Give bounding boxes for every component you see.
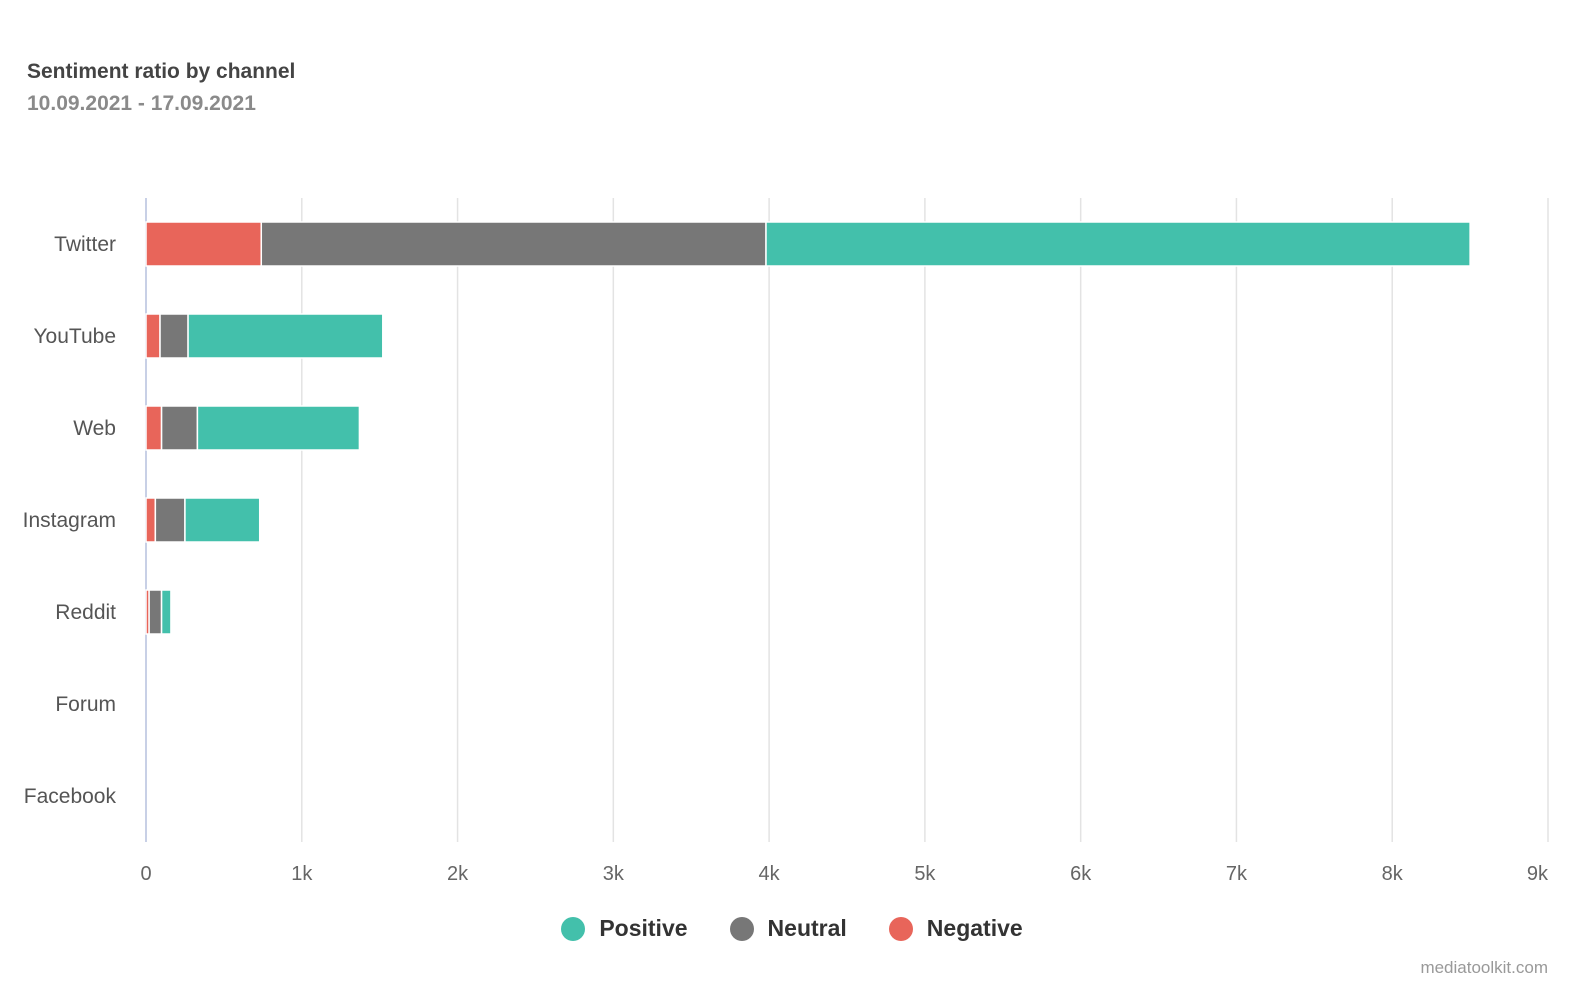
bar-web-positive [196, 405, 361, 451]
bar-reddit-positive [160, 589, 172, 635]
bar-instagram-positive [184, 497, 261, 543]
x-tick-label-4k: 4k [759, 863, 781, 885]
chart-subtitle: 10.09.2021 - 17.09.2021 [27, 92, 256, 115]
legend-item-positive[interactable]: Positive [561, 915, 688, 942]
bar-youtube-neutral [159, 313, 189, 359]
bar-web-negative [145, 405, 163, 451]
legend-item-neutral[interactable]: Neutral [729, 915, 847, 942]
x-tick-label-8k: 8k [1382, 863, 1404, 885]
x-tick-label-0: 0 [140, 863, 151, 885]
chart-title: Sentiment ratio by channel [27, 60, 296, 83]
bar-twitter-negative [145, 221, 263, 267]
legend-label-positive: Positive [599, 915, 688, 941]
legend-label-neutral: Neutral [767, 915, 847, 941]
legend: Positive Neutral Negative [0, 915, 1584, 942]
category-label-facebook: Facebook [24, 785, 117, 808]
legend-dot-neutral [729, 916, 754, 941]
bar-web-neutral [160, 405, 199, 451]
category-label-instagram: Instagram [23, 509, 116, 532]
category-label-twitter: Twitter [54, 233, 116, 256]
category-label-forum: Forum [55, 693, 116, 716]
bar-instagram-neutral [154, 497, 186, 543]
x-tick-label-9k: 9k [1527, 863, 1549, 885]
x-tick-label-3k: 3k [603, 863, 625, 885]
bar-twitter-positive [765, 221, 1471, 267]
chart-plot: 0 1k 2k 3k 4k 5k 6k 7k 8k 9k Twitter YouTube Web Inst… [23, 198, 1549, 885]
bar-instagram-negative [145, 497, 157, 543]
category-label-web: Web [73, 417, 116, 440]
credit-text: mediatoolkit.com [1420, 958, 1548, 977]
category-label-reddit: Reddit [55, 601, 116, 624]
category-label-youtube: YouTube [33, 325, 116, 348]
x-tick-label-6k: 6k [1070, 863, 1092, 885]
legend-dot-negative [888, 916, 913, 941]
legend-item-negative[interactable]: Negative [888, 915, 1023, 942]
bar-reddit-neutral [148, 589, 163, 635]
bar-youtube-negative [145, 313, 161, 359]
x-tick-label-7k: 7k [1226, 863, 1248, 885]
legend-dot-positive [561, 916, 586, 941]
x-tick-label-2k: 2k [447, 863, 469, 885]
x-tick-label-5k: 5k [914, 863, 936, 885]
bar-twitter-neutral [260, 221, 767, 267]
bar-youtube-positive [187, 313, 384, 359]
legend-label-negative: Negative [926, 915, 1023, 941]
x-tick-label-1k: 1k [291, 863, 313, 885]
